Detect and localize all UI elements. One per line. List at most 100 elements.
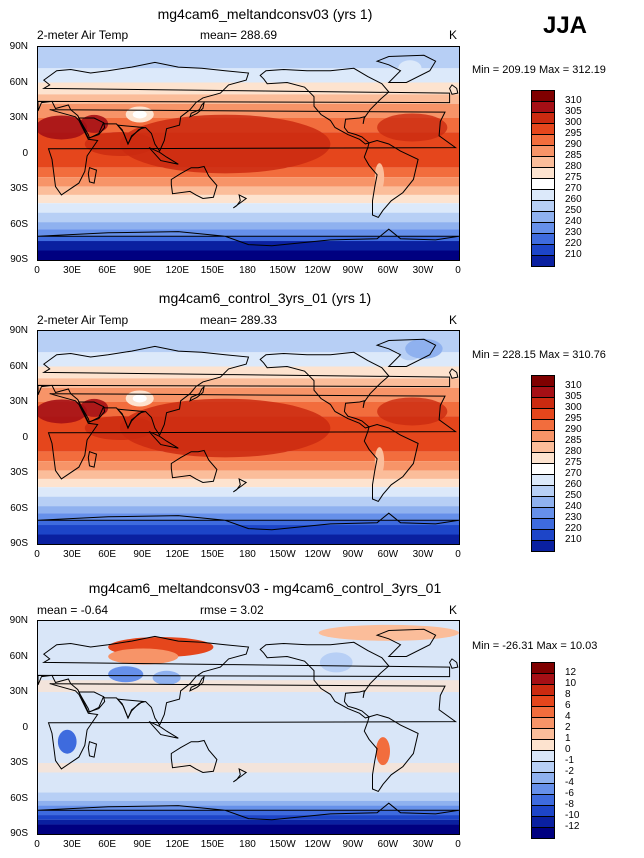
colorbar-swatch: [532, 135, 554, 146]
colorbar-label: 8: [565, 689, 571, 700]
colorbar-label: 280: [565, 446, 582, 457]
colorbar-swatch: [532, 784, 554, 795]
colorbar-swatch: [532, 168, 554, 179]
coastline-africa: [47, 683, 458, 770]
colorbar-label: 305: [565, 391, 582, 402]
lat-tick-label: 30S: [10, 757, 28, 768]
coastline-north_america: [259, 67, 390, 145]
colorbar-label: 2: [565, 722, 571, 733]
colorbar-label: 285: [565, 150, 582, 161]
colorbar-swatch: [532, 475, 554, 486]
colorbar-label: 230: [565, 227, 582, 238]
colorbar-label: 220: [565, 238, 582, 249]
lat-tick-label: 60N: [9, 76, 28, 88]
lat-tick-label: 30S: [10, 467, 28, 478]
lon-tick-label: 180: [239, 549, 256, 560]
colorbar-label: 230: [565, 512, 582, 523]
lat-tick-label: 60N: [9, 360, 28, 372]
lon-tick-label: 180: [239, 839, 256, 850]
lon-tick-label: 60W: [377, 839, 399, 850]
colorbar-swatch: [532, 530, 554, 541]
coastline-africa: [47, 109, 458, 196]
colorbar-swatch: [532, 409, 554, 420]
panel1-title: mg4cam6_meltandconsv03 (yrs 1): [157, 6, 373, 22]
coastline-india_bump: [116, 124, 146, 146]
coastline-arabia: [78, 401, 106, 423]
colorbar-swatch: [532, 420, 554, 431]
lon-tick-label: 0: [455, 265, 461, 276]
lon-tick-label: 90W: [342, 265, 364, 276]
panel2-colorbar: 310 305 300 295 290 285 280 275 270 260 250 240 230 2…: [531, 375, 582, 552]
colorbar-label: 305: [565, 106, 582, 117]
colorbar-label: 290: [565, 424, 582, 435]
lon-tick-label: 90W: [342, 839, 364, 850]
colorbar-label: 240: [565, 501, 582, 512]
colorbar-swatch: [532, 398, 554, 409]
panel1-colorbar: 310 305 300 295 290 285 280 275 270 260 250 240 230 2…: [531, 90, 582, 267]
coastline-europe_asia: [38, 635, 451, 727]
lon-tick-label: 30W: [412, 549, 434, 560]
colorbar-swatch: [532, 486, 554, 497]
colorbar-swatch: [532, 828, 554, 838]
coastline-africa: [47, 393, 458, 480]
panel3-units-label: K: [449, 603, 458, 617]
colorbar-swatch: [532, 190, 554, 201]
coastline-indonesia: [148, 721, 179, 739]
colorbar-swatch: [532, 519, 554, 530]
panel3-map: [37, 620, 460, 835]
panel3-minmax: Min = -26.31 Max = 10.03: [472, 640, 598, 652]
coastline-north_america: [259, 641, 390, 719]
lat-tick-label: 60N: [9, 650, 28, 662]
lon-tick-label: 120E: [165, 265, 189, 276]
colorbar-swatch: [532, 817, 554, 828]
colorbar-swatch: [532, 91, 554, 102]
coastline-south_america: [363, 139, 419, 219]
panel3-title: mg4cam6_meltandconsv03 - mg4cam6_control…: [88, 580, 442, 596]
lon-tick-label: 60E: [98, 265, 117, 276]
panel2-minmax: Min = 228.15 Max = 310.76: [472, 349, 606, 361]
coastline-uk: [449, 368, 459, 379]
lon-tick-label: 60W: [377, 265, 399, 276]
lon-tick-label: 0: [34, 265, 40, 276]
colorbar-swatch: [532, 751, 554, 762]
colorbar-swatch: [532, 256, 554, 266]
lat-tick-label: 0: [22, 147, 28, 159]
lat-tick-label: 60S: [10, 792, 28, 804]
coastline-newzealand: [233, 767, 248, 783]
lon-tick-label: 60E: [98, 549, 117, 560]
panel1-variable-label: 2-meter Air Temp: [37, 28, 129, 42]
coastline-europe_asia: [38, 61, 451, 153]
lon-tick-label: 150W: [269, 839, 296, 850]
lon-tick-label: 0: [34, 839, 40, 850]
colorbar-swatch: [532, 464, 554, 475]
colorbar-label: 0: [565, 744, 571, 755]
lat-tick-label: 90S: [10, 828, 28, 839]
lon-tick-label: 30E: [63, 549, 81, 560]
colorbar-label: 270: [565, 468, 582, 479]
panel2-variable-label: 2-meter Air Temp: [37, 313, 129, 327]
lat-tick-label: 0: [22, 721, 28, 733]
lon-tick-label: 90E: [133, 549, 152, 560]
panel2-units-label: K: [449, 313, 458, 327]
lon-tick-label: 150E: [200, 265, 225, 276]
coastline-indonesia: [148, 147, 179, 165]
colorbar-swatch: [532, 806, 554, 817]
lon-tick-label: 30W: [412, 265, 434, 276]
lat-tick-label: 60S: [10, 218, 28, 230]
colorbar-swatch: [532, 718, 554, 729]
colorbar-label: 300: [565, 117, 582, 128]
panel1-units-label: K: [449, 28, 458, 42]
lon-tick-label: 150E: [200, 839, 225, 850]
coastline-uk: [449, 658, 459, 669]
coastline-india_bump: [116, 408, 146, 430]
colorbar-label: 295: [565, 413, 582, 424]
colorbar-label: 210: [565, 534, 582, 545]
colorbar-swatch: [532, 387, 554, 398]
coastline-newzealand: [233, 477, 248, 493]
colorbar-swatch: [532, 157, 554, 168]
colorbar-swatch: [532, 234, 554, 245]
lat-tick-label: 30S: [10, 183, 28, 194]
colorbar-label: 280: [565, 161, 582, 172]
colorbar-swatch: [532, 102, 554, 113]
colorbar-swatch: [532, 431, 554, 442]
